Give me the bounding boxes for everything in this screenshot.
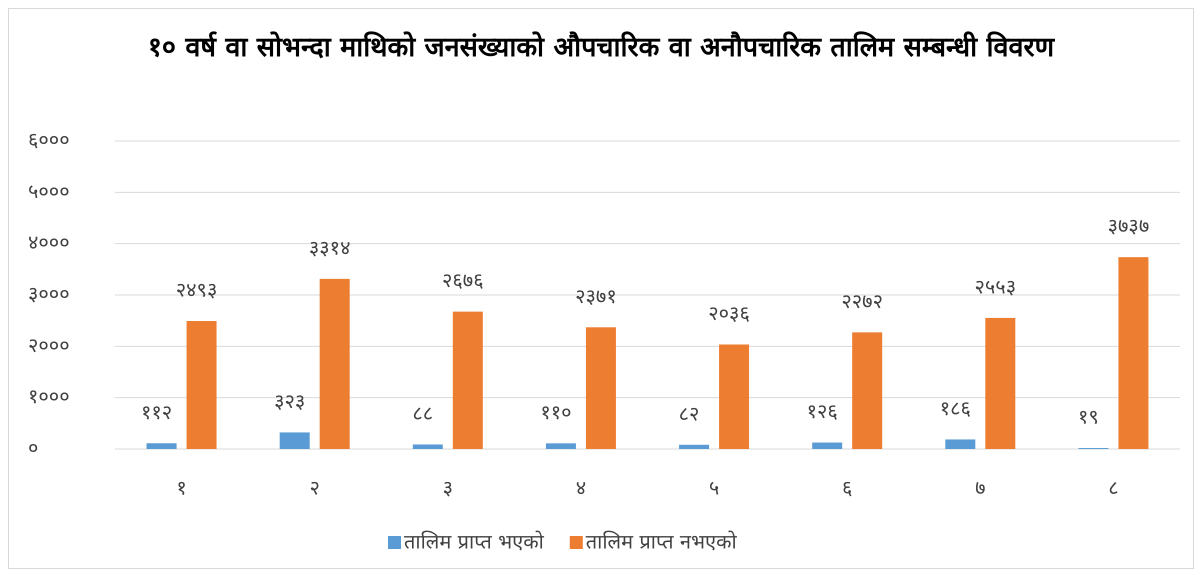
y-tick-label: ०: [28, 436, 38, 460]
value-label: १८६: [940, 396, 971, 420]
bar: [146, 443, 177, 449]
bar: [945, 439, 976, 449]
x-tick-label: २: [309, 476, 319, 500]
x-tick-label: १: [176, 476, 186, 500]
y-tick-label: ४०००: [28, 230, 70, 254]
y-tick-label: १०००: [28, 384, 70, 408]
legend-swatch: [569, 536, 583, 549]
value-label: ११०: [540, 400, 571, 424]
value-label: ११२: [141, 400, 172, 424]
x-tick-label: ६: [842, 476, 852, 500]
bar: [1118, 257, 1149, 449]
bar: [452, 311, 483, 449]
value-label: ३३१४: [309, 235, 351, 259]
value-label: २६७६: [442, 268, 484, 292]
legend-label: तालिम प्राप्त भएको: [404, 530, 545, 554]
y-tick-label: ३०००: [28, 282, 70, 306]
legend-label: तालिम प्राप्त नभएको: [586, 530, 738, 554]
value-label: ८२: [679, 401, 700, 425]
value-label: २४९३: [176, 278, 218, 302]
x-tick-label: ४: [576, 476, 586, 500]
bar: [279, 432, 310, 449]
value-label: २०३६: [708, 301, 750, 325]
y-tick-label: २०००: [28, 333, 70, 357]
bar: [319, 278, 350, 449]
y-tick-label: ६०००: [28, 128, 70, 152]
x-tick-label: ३: [443, 476, 453, 500]
x-tick-label: ५: [709, 476, 719, 500]
bar: [585, 327, 616, 449]
y-tick-label: ५०००: [28, 179, 70, 203]
x-tick-label: ७: [975, 476, 985, 500]
value-label: २३७१: [575, 284, 617, 308]
chart-title: १० वर्ष वा सोभन्दा माथिको जनसंख्याको औपच…: [147, 32, 1055, 63]
x-tick-label: ८: [1108, 476, 1118, 500]
bar: [1078, 448, 1109, 449]
value-label: ८८: [412, 401, 433, 425]
value-label: १९: [1078, 405, 1099, 429]
value-label: २२७२: [841, 289, 883, 313]
bar: [545, 443, 576, 449]
value-label: २५५३: [975, 274, 1017, 298]
bar: [186, 321, 217, 449]
bar: [679, 444, 710, 449]
value-label: १२६: [807, 399, 838, 423]
value-label: ३७३७: [1108, 214, 1150, 238]
bar: [719, 344, 750, 449]
bar: [812, 442, 843, 449]
value-label: ३२३: [274, 389, 305, 413]
legend-swatch: [388, 536, 401, 549]
bar: [985, 317, 1016, 449]
chart-frame: [8, 8, 1194, 569]
bar: [412, 444, 443, 449]
bar: [852, 332, 883, 449]
